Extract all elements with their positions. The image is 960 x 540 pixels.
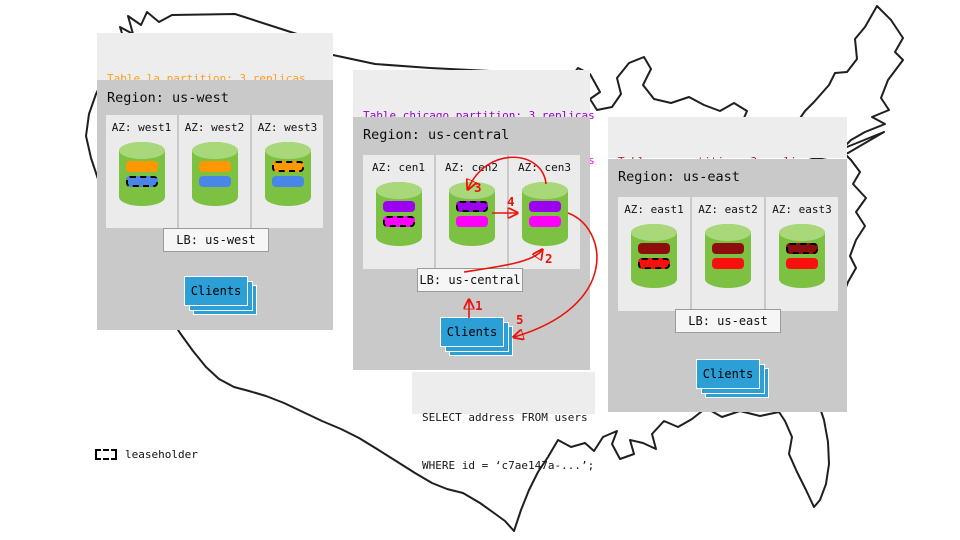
region-us-central-title: Region: us-central <box>363 127 510 143</box>
clients-us-east-label: Clients <box>696 359 760 389</box>
database-node-icon <box>264 142 311 206</box>
table-replica-bar <box>382 201 415 212</box>
database-node-icon <box>705 224 751 288</box>
load-balancer-us-central: LB: us-central <box>417 268 523 292</box>
table-replica-bar <box>638 243 670 254</box>
az-west1-label: AZ: west1 <box>111 121 172 134</box>
table-replica-bar <box>528 201 561 212</box>
sql-query-line2: WHERE id = ‘c7ae147a-...’; <box>422 459 595 472</box>
az-west1: AZ: west1 <box>106 115 177 228</box>
az-east2-label: AZ: east2 <box>698 203 758 216</box>
table-replica-leaseholder-bar <box>271 161 304 172</box>
az-east2: AZ: east2 <box>692 197 764 311</box>
index-replica-bar <box>712 258 744 269</box>
region-us-central: Region: us-central AZ: cen1 AZ: cen2 AZ:… <box>353 117 590 370</box>
database-node-icon <box>779 224 825 288</box>
index-replica-leaseholder-bar <box>125 176 158 187</box>
table-replica-leaseholder-bar <box>455 201 488 212</box>
database-node-icon <box>191 142 238 206</box>
az-cen1-label: AZ: cen1 <box>372 161 425 174</box>
az-east1: AZ: east1 <box>618 197 690 311</box>
az-cen3: AZ: cen3 <box>509 155 580 269</box>
clients-us-west: Clients <box>184 276 257 315</box>
az-west3: AZ: west3 <box>252 115 323 228</box>
az-cen1: AZ: cen1 <box>363 155 434 269</box>
index-replica-bar <box>455 216 488 227</box>
uswest-partition-note: Table la partition: 3 replicas Index la … <box>97 33 333 130</box>
database-node-icon <box>631 224 677 288</box>
index-replica-leaseholder-bar <box>382 216 415 227</box>
az-west2-label: AZ: west2 <box>184 121 245 134</box>
table-replica-leaseholder-bar <box>786 243 818 254</box>
index-replica-bar <box>198 176 231 187</box>
load-balancer-us-west: LB: us-west <box>163 228 269 252</box>
az-cen2: AZ: cen2 <box>436 155 507 269</box>
database-node-icon <box>375 182 422 246</box>
index-replica-bar <box>528 216 561 227</box>
az-west3-label: AZ: west3 <box>257 121 318 134</box>
clients-us-west-label: Clients <box>184 276 248 306</box>
index-replica-bar <box>271 176 304 187</box>
az-east3-label: AZ: east3 <box>772 203 832 216</box>
leaseholder-legend: leaseholder <box>95 448 198 461</box>
az-west2: AZ: west2 <box>179 115 250 228</box>
sql-query-line1: SELECT address FROM users <box>422 411 588 424</box>
load-balancer-us-east: LB: us-east <box>675 309 781 333</box>
sql-query-box: SELECT address FROM users WHERE id = ‘c7… <box>412 372 595 472</box>
clients-us-central: Clients <box>440 317 513 356</box>
az-cen2-label: AZ: cen2 <box>445 161 498 174</box>
database-node-icon <box>448 182 495 246</box>
database-node-icon <box>521 182 568 246</box>
region-us-west-title: Region: us-west <box>107 90 229 106</box>
table-replica-bar <box>198 161 231 172</box>
az-cen3-label: AZ: cen3 <box>518 161 571 174</box>
table-replica-bar <box>125 161 158 172</box>
database-node-icon <box>118 142 165 206</box>
leaseholder-legend-label: leaseholder <box>125 448 198 461</box>
useast-partition-note: Table ny partition: 3 replicas Index ny … <box>608 117 847 213</box>
az-east1-label: AZ: east1 <box>624 203 684 216</box>
index-replica-leaseholder-bar <box>638 258 670 269</box>
az-east3: AZ: east3 <box>766 197 838 311</box>
table-replica-bar <box>712 243 744 254</box>
leaseholder-swatch-icon <box>95 449 117 460</box>
clients-us-central-label: Clients <box>440 317 504 347</box>
region-us-east-title: Region: us-east <box>618 169 740 185</box>
region-us-east: Region: us-east AZ: east1 AZ: east2 AZ: … <box>608 159 847 412</box>
region-us-west: Region: us-west AZ: west1 AZ: west2 AZ: … <box>97 80 333 330</box>
clients-us-east: Clients <box>696 359 769 398</box>
uscentral-partition-note: Table chicago partition: 3 replicas Inde… <box>353 70 595 167</box>
index-replica-bar <box>786 258 818 269</box>
